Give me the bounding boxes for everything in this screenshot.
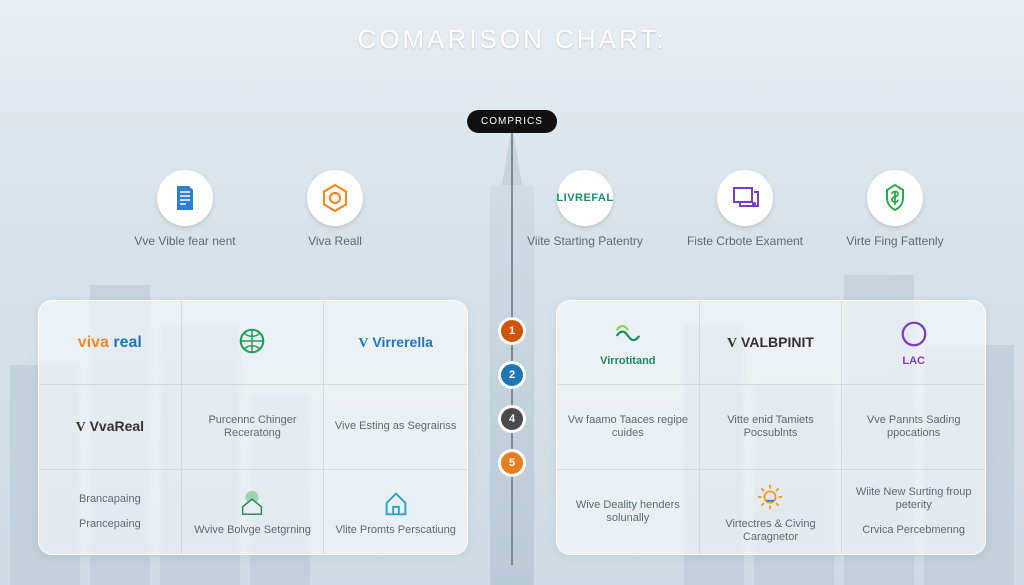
top-item-label: Virte Fing Fattenly — [825, 234, 965, 249]
top-item-0: Vve Vible fear nent — [115, 170, 255, 249]
center-pill: COMPRICS — [467, 110, 557, 133]
top-item-label: Viite Starting Patentry — [515, 234, 655, 249]
center-badge-2: 2 — [501, 364, 523, 386]
sun-icon — [753, 480, 787, 514]
left-cell-8: Vlite Promts Perscatiung — [324, 470, 467, 554]
top-item-2: LIVREFAL Viite Starting Patentry — [515, 170, 655, 249]
left-panel: viva real V Virrerella V VvaReal Purcennc C… — [38, 300, 468, 555]
center-badge-4: 4 — [501, 408, 523, 430]
left-cell-3: V VvaReal — [39, 385, 182, 469]
right-cell-5: Vve Pannts Sading ppocations — [842, 385, 985, 469]
cell-brand: LAC — [902, 355, 925, 368]
lac-icon — [897, 317, 931, 351]
house-globe-icon — [235, 486, 269, 520]
right-cell-3: Vw faamo Taaces regipe cuides — [557, 385, 700, 469]
top-item-label: Vve Vible fear nent — [115, 234, 255, 249]
right-cell-6: Wive Deality henders solunally — [557, 470, 700, 554]
cell-label: Purcennc Chinger Receratong — [190, 414, 316, 440]
wave-icon — [611, 317, 645, 351]
left-cell-4: Purcennc Chinger Receratong — [182, 385, 325, 469]
cell-label: Vw faamo Taaces regipe cuides — [565, 414, 691, 440]
cell-label: Vitte enid Tamiets Pocsublnts — [708, 414, 834, 440]
center-badge-5: 5 — [501, 452, 523, 474]
right-cell-1: V VALBPINIT — [700, 301, 843, 385]
brand-logo: V VvaReal — [76, 418, 145, 436]
cell-label: Vlite Promts Perscatiung — [335, 524, 455, 537]
globe-icon — [235, 324, 269, 358]
right-cell-4: Vitte enid Tamiets Pocsublnts — [700, 385, 843, 469]
top-item-1: Viva Reall — [265, 170, 405, 249]
cell-label: Vive Esting as Segrainss — [335, 420, 456, 433]
cell-brand: Virrotitand — [600, 355, 655, 368]
brand-icon: LIVREFAL — [557, 170, 613, 226]
cell-label: Wiite New Surting froup peterity — [850, 486, 977, 512]
left-cell-1 — [182, 301, 325, 385]
left-cell-7: Wvive Bolvge Setgrning — [182, 470, 325, 554]
screen-icon — [717, 170, 773, 226]
right-panel: Virrotitand V VALBPINIT LAC Vw faamo Taaces… — [556, 300, 986, 555]
chart-title: COMARISON CHART: — [0, 24, 1024, 55]
right-cell-8: Wiite New Surting froup peterity Crvica P… — [842, 470, 985, 554]
left-cell-6: Brancapaing Prancepaing — [39, 470, 182, 554]
money-icon — [867, 170, 923, 226]
brand-logo: viva real — [78, 334, 142, 352]
top-item-label: Viva Reall — [265, 234, 405, 249]
brand-logo: V VALBPINIT — [727, 334, 814, 352]
top-item-4: Virte Fing Fattenly — [825, 170, 965, 249]
top-item-3: Fiste Crbote Exament — [675, 170, 815, 249]
top-icon-row: Vve Vible fear nent Viva Reall LIVREFAL Vii… — [0, 170, 1024, 290]
center-badges: 1 2 4 5 — [501, 320, 523, 474]
cell-label: Vve Pannts Sading ppocations — [850, 414, 977, 440]
center-badge-1: 1 — [501, 320, 523, 342]
cell-label: Brancapaing — [79, 493, 141, 506]
cell-label: Wvive Bolvge Setgrning — [194, 524, 311, 537]
hex-icon — [307, 170, 363, 226]
right-cell-0: Virrotitand — [557, 301, 700, 385]
cell-label: Prancepaing — [79, 518, 141, 531]
top-item-label: Fiste Crbote Exament — [675, 234, 815, 249]
cell-label: Virtectres & Civing Caragnetor — [708, 518, 834, 544]
left-cell-2: V Virrerella — [324, 301, 467, 385]
left-cell-0: viva real — [39, 301, 182, 385]
right-cell-2: LAC — [842, 301, 985, 385]
comparison-chart: COMARISON CHART: COMPRICS Vve Vible fear… — [0, 0, 1024, 585]
brand-logo: V Virrerella — [358, 334, 432, 352]
right-cell-7: Virtectres & Civing Caragnetor — [700, 470, 843, 554]
cell-label: Crvica Percebmenng — [862, 524, 965, 537]
document-icon — [157, 170, 213, 226]
cell-label: Wive Deality henders solunally — [565, 499, 691, 525]
left-cell-5: Vive Esting as Segrainss — [324, 385, 467, 469]
house-icon — [379, 486, 413, 520]
